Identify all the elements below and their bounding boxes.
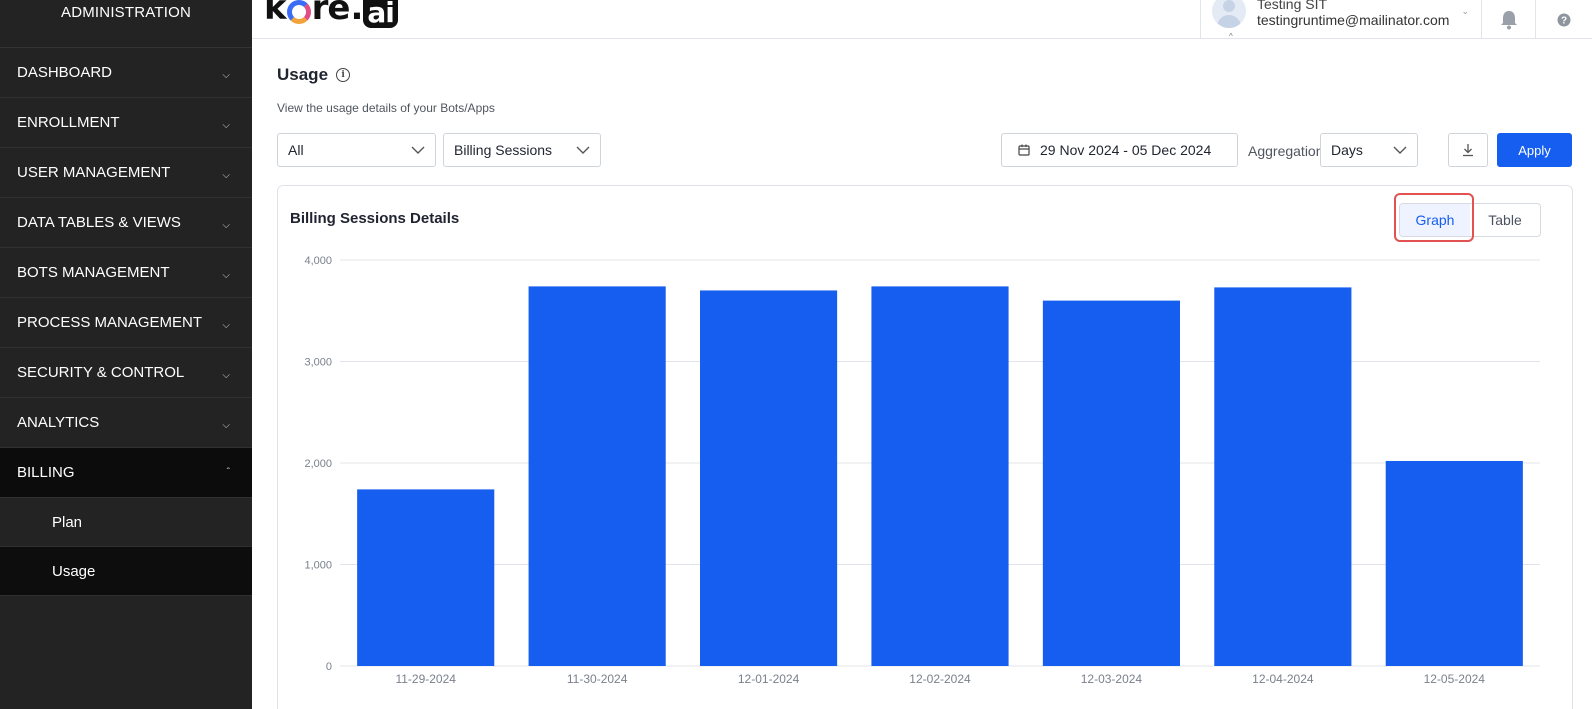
chevron-down-icon: ⌵	[222, 170, 230, 181]
sidebar-item-label: BOTS MANAGEMENT	[17, 264, 170, 281]
notifications-button[interactable]	[1482, 0, 1536, 39]
main-content: Usage i View the usage details of your B…	[252, 39, 1592, 709]
avatar	[1212, 0, 1246, 28]
chevron-down-icon	[411, 146, 425, 154]
chevron-down-icon: ⌵	[222, 320, 230, 331]
sidebar-item-label: USER MANAGEMENT	[17, 164, 171, 181]
page-title-text: Usage	[277, 65, 329, 84]
y-tick-label: 0	[326, 661, 332, 673]
sidebar-item-billing[interactable]: BILLING ˆ	[0, 448, 252, 498]
page-title: Usage i	[277, 65, 351, 85]
user-name: Testing SIT	[1257, 0, 1328, 12]
bell-icon	[1500, 10, 1517, 29]
help-button[interactable]: ?	[1536, 0, 1592, 39]
sidebar-item-process-management[interactable]: PROCESS MANAGEMENT ⌵	[0, 298, 252, 348]
logo-ai: ai	[363, 0, 398, 28]
sidebar-item-label: PROCESS MANAGEMENT	[17, 314, 203, 331]
chevron-down-icon	[576, 146, 590, 154]
x-tick-label: 11-30-2024	[567, 672, 628, 686]
sidebar-item-label: DASHBOARD	[17, 64, 113, 81]
bar-chart: 0 1,000 2,000 3,000 4,000 11-29-2024 11-30-202…	[304, 255, 1540, 686]
calendar-icon	[1018, 144, 1030, 156]
logo-text: re	[311, 0, 351, 28]
bar[interactable]	[357, 489, 495, 666]
billing-sessions-card: Billing Sessions Details Graph Table 0 1,…	[277, 185, 1573, 709]
chevron-down-icon: ⌵	[222, 270, 230, 281]
bar[interactable]	[528, 286, 666, 666]
sidebar-item-security-control[interactable]: SECURITY & CONTROL ⌵	[0, 348, 252, 398]
apply-button[interactable]: Apply	[1497, 133, 1572, 167]
sidebar-item-analytics[interactable]: ANALYTICS ⌵	[0, 398, 252, 448]
top-header: k re. ai Testing SIT testingruntime@mailin…	[252, 0, 1592, 41]
sidebar-item-label: SECURITY & CONTROL	[17, 364, 185, 381]
view-toggle: Graph Table	[1399, 203, 1541, 237]
chevron-down-icon: ⌵	[222, 70, 230, 81]
help-icon: ?	[1557, 13, 1571, 26]
bar[interactable]	[871, 286, 1009, 666]
y-tick-label: 1,000	[304, 560, 332, 572]
sidebar-item-dashboard[interactable]: DASHBOARD ⌵	[0, 48, 252, 98]
chevron-down-icon	[1393, 146, 1407, 154]
chevron-down-icon: ⌵	[222, 420, 230, 431]
sidebar-subitem-usage[interactable]: Usage	[0, 547, 252, 596]
kore-logo[interactable]: k re. ai	[264, 0, 398, 28]
date-range-picker[interactable]: 29 Nov 2024 - 05 Dec 2024	[1001, 133, 1238, 167]
sidebar: ADMINISTRATION DASHBOARD ⌵ ENROLLMENT ⌵ …	[0, 0, 252, 709]
y-tick-label: 2,000	[304, 458, 332, 470]
chevron-down-icon: ⌄	[1461, 6, 1469, 16]
bar[interactable]	[700, 290, 838, 666]
aggregation-select[interactable]: Days	[1320, 133, 1418, 167]
info-icon[interactable]: i	[336, 68, 351, 82]
x-tick-label: 11-29-2024	[395, 672, 456, 686]
sidebar-item-data-tables[interactable]: DATA TABLES & VIEWS ⌵	[0, 198, 252, 248]
y-tick-label: 3,000	[304, 357, 332, 369]
y-tick-label: 4,000	[304, 255, 332, 267]
graph-toggle-button[interactable]: Graph	[1400, 204, 1470, 236]
chevron-down-icon: ⌵	[222, 220, 230, 231]
sidebar-subitem-plan[interactable]: Plan	[0, 498, 252, 547]
sidebar-item-bots-management[interactable]: BOTS MANAGEMENT ⌵	[0, 248, 252, 298]
sidebar-item-label: ANALYTICS	[17, 414, 100, 431]
bot-filter-select[interactable]: All	[277, 133, 436, 167]
sidebar-item-label: ENROLLMENT	[17, 114, 120, 131]
download-button[interactable]	[1448, 133, 1488, 167]
logo-text: k	[264, 0, 287, 28]
x-tick-label: 12-05-2024	[1424, 672, 1486, 686]
x-tick-label: 12-04-2024	[1252, 672, 1314, 686]
metric-filter-value: Billing Sessions	[454, 142, 553, 158]
bar[interactable]	[1214, 287, 1352, 666]
sidebar-item-label: DATA TABLES & VIEWS	[17, 214, 181, 231]
sidebar-item-user-management[interactable]: USER MANAGEMENT ⌵	[0, 148, 252, 198]
sidebar-item-label: BILLING	[17, 464, 75, 481]
table-toggle-button[interactable]: Table	[1488, 212, 1522, 228]
aggregation-label: Aggregation	[1248, 143, 1324, 159]
caret-up-icon: ^	[1229, 32, 1233, 41]
x-tick-label: 12-02-2024	[909, 672, 971, 686]
sidebar-item-enrollment[interactable]: ENROLLMENT ⌵	[0, 98, 252, 148]
card-title: Billing Sessions Details	[290, 210, 460, 227]
download-icon	[1463, 144, 1473, 157]
date-range-value: 29 Nov 2024 - 05 Dec 2024	[1040, 142, 1212, 158]
metric-filter-select[interactable]: Billing Sessions	[443, 133, 601, 167]
x-tick-label: 12-01-2024	[738, 672, 800, 686]
bar[interactable]	[1385, 460, 1523, 666]
sidebar-title: ADMINISTRATION	[0, 0, 252, 48]
bar[interactable]	[1042, 300, 1180, 666]
user-profile-menu[interactable]: Testing SIT testingruntime@mailinator.co…	[1200, 0, 1482, 41]
user-email: testingruntime@mailinator.com	[1257, 12, 1450, 28]
page-subtitle: View the usage details of your Bots/Apps	[277, 101, 495, 115]
bot-filter-value: All	[288, 142, 304, 158]
logo-o-icon	[286, 0, 311, 24]
chevron-down-icon: ⌵	[222, 370, 230, 381]
svg-text:?: ?	[1561, 15, 1567, 26]
logo-dot: .	[350, 0, 363, 28]
chevron-down-icon: ⌵	[222, 120, 230, 131]
chevron-up-icon: ˆ	[226, 467, 230, 478]
x-tick-label: 12-03-2024	[1081, 672, 1143, 686]
aggregation-value: Days	[1331, 142, 1363, 158]
